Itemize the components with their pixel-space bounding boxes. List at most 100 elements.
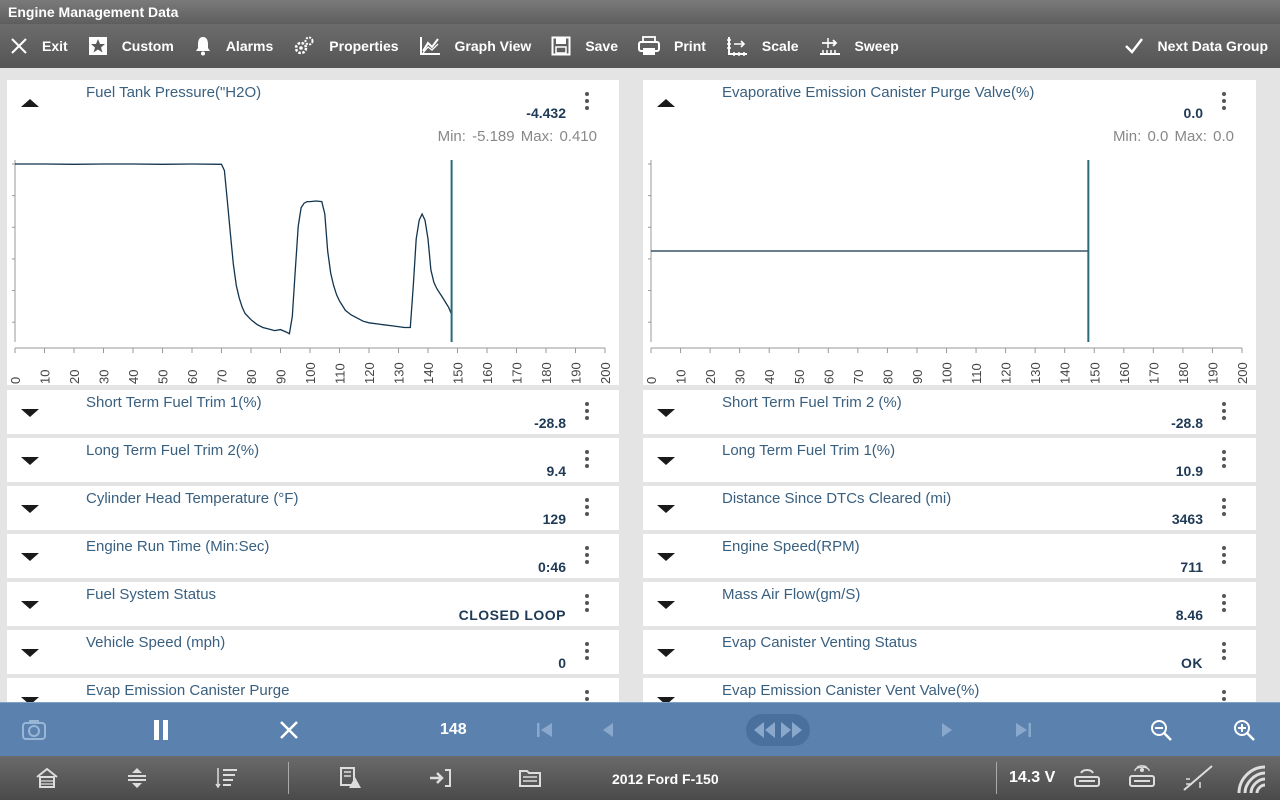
step-forward-button[interactable] xyxy=(936,718,958,742)
pid-row[interactable]: Distance Since DTCs Cleared (mi) 3463 xyxy=(643,486,1256,530)
pid-row[interactable]: Long Term Fuel Trim 1(%) 10.9 xyxy=(643,438,1256,482)
pid-row[interactable]: Evap Emission Canister Purge xyxy=(7,678,619,702)
alarms-button[interactable]: Alarms xyxy=(184,24,283,68)
more-options-icon[interactable] xyxy=(585,594,589,615)
more-options-icon[interactable] xyxy=(585,498,589,519)
save-button[interactable]: Save xyxy=(541,24,628,68)
expand-arrow-icon[interactable] xyxy=(657,697,675,702)
more-options-icon[interactable] xyxy=(585,546,589,567)
pid-row[interactable]: Vehicle Speed (mph) 0 xyxy=(7,630,619,674)
skip-to-end-button[interactable] xyxy=(1011,718,1035,742)
window-title: Engine Management Data xyxy=(0,0,1280,24)
wireless-device-icon[interactable] xyxy=(1127,764,1157,790)
sweep-button[interactable]: Sweep xyxy=(809,24,909,68)
pid-row[interactable]: Evap Canister Venting Status OK xyxy=(643,630,1256,674)
expand-arrow-icon[interactable] xyxy=(657,505,675,513)
expand-arrow-icon[interactable] xyxy=(657,601,675,609)
skip-end-icon xyxy=(1016,723,1031,737)
graph-panel-purge-valve[interactable]: Evaporative Emission Canister Purge Valv… xyxy=(643,80,1256,385)
more-options-icon[interactable] xyxy=(585,690,589,702)
more-options-icon[interactable] xyxy=(1222,498,1226,519)
folder-icon xyxy=(519,770,541,787)
x-tick-label: 200 xyxy=(1235,362,1250,384)
expand-arrow-icon[interactable] xyxy=(21,457,39,465)
graph-panel-fuel-tank-pressure[interactable]: Fuel Tank Pressure("H2O) -4.432 Min: -5.… xyxy=(7,80,619,385)
home-button[interactable] xyxy=(34,766,60,790)
more-options-icon[interactable] xyxy=(1222,450,1226,471)
expand-arrow-icon[interactable] xyxy=(21,553,39,561)
expand-arrow-icon[interactable] xyxy=(21,649,39,657)
folder-button[interactable] xyxy=(517,766,543,790)
pid-name: Evap Emission Canister Purge xyxy=(86,682,290,699)
clear-button[interactable] xyxy=(276,717,302,743)
vci-connection-icon[interactable] xyxy=(1072,766,1102,790)
more-options-icon[interactable] xyxy=(1222,690,1226,702)
pid-row[interactable]: Evap Emission Canister Vent Valve(%) xyxy=(643,678,1256,702)
camera-icon[interactable] xyxy=(20,717,48,743)
divider xyxy=(996,762,997,794)
list-icon xyxy=(215,768,237,789)
pid-row[interactable]: Engine Speed(RPM) 711 xyxy=(643,534,1256,578)
status-bar: 2012 Ford F-150 14.3 V xyxy=(0,756,1280,800)
more-options-icon[interactable] xyxy=(585,92,589,113)
pid-row[interactable]: Mass Air Flow(gm/S) 8.46 xyxy=(643,582,1256,626)
x-tick-label: 170 xyxy=(1146,362,1161,384)
more-options-icon[interactable] xyxy=(585,642,589,663)
pause-icon xyxy=(154,720,168,740)
zoom-in-icon xyxy=(1234,720,1255,741)
expand-arrow-icon[interactable] xyxy=(21,697,39,702)
expand-arrow-icon[interactable] xyxy=(21,601,39,609)
report-button[interactable] xyxy=(337,766,363,790)
wifi-signal-icon[interactable] xyxy=(1234,762,1274,796)
scale-button[interactable]: Scale xyxy=(716,24,809,68)
pid-row[interactable]: Long Term Fuel Trim 2(%) 9.4 xyxy=(7,438,619,482)
vehicle-label: 2012 Ford F-150 xyxy=(612,771,719,787)
pid-value: 0 xyxy=(558,655,566,671)
more-options-icon[interactable] xyxy=(1222,642,1226,663)
more-options-icon[interactable] xyxy=(585,402,589,423)
step-back-button[interactable] xyxy=(597,718,619,742)
transfer-button[interactable] xyxy=(427,766,453,790)
pid-name: Long Term Fuel Trim 2(%) xyxy=(86,442,260,459)
collapse-arrow-icon[interactable] xyxy=(657,99,675,107)
next-data-group-button[interactable]: Next Data Group xyxy=(1114,24,1280,68)
more-options-icon[interactable] xyxy=(1222,402,1226,423)
custom-button[interactable]: Custom xyxy=(78,24,184,68)
save-label: Save xyxy=(585,38,619,54)
pid-value: -28.8 xyxy=(1171,415,1203,431)
pid-row[interactable]: Engine Run Time (Min:Sec) 0:46 xyxy=(7,534,619,578)
skip-to-start-button[interactable] xyxy=(533,718,557,742)
expand-arrow-icon[interactable] xyxy=(657,649,675,657)
print-button[interactable]: Print xyxy=(628,24,716,68)
expand-arrow-icon[interactable] xyxy=(21,505,39,513)
exit-button[interactable]: Exit xyxy=(0,24,78,68)
properties-button[interactable]: Properties xyxy=(283,24,408,68)
pid-row[interactable]: Short Term Fuel Trim 1(%) -28.8 xyxy=(7,390,619,434)
sort-list-button[interactable] xyxy=(214,766,240,790)
expand-rows-button[interactable] xyxy=(124,766,150,790)
import-arrow-icon xyxy=(430,769,451,787)
expand-arrow-icon[interactable] xyxy=(657,553,675,561)
purge-valve-chart: 0 10 20 30 40 50 60 70 80 90 100 110 120 130 140 150 160… xyxy=(644,160,1250,384)
collapse-arrow-icon[interactable] xyxy=(21,99,39,107)
more-options-icon[interactable] xyxy=(1222,546,1226,567)
x-tick-label: 150 xyxy=(1087,362,1102,384)
tools-icon[interactable] xyxy=(1181,764,1215,792)
expand-arrow-icon[interactable] xyxy=(21,409,39,417)
pid-row[interactable]: Cylinder Head Temperature (°F) 129 xyxy=(7,486,619,530)
pause-button[interactable] xyxy=(148,717,174,743)
more-options-icon[interactable] xyxy=(1222,92,1226,113)
pid-row[interactable]: Short Term Fuel Trim 2 (%) -28.8 xyxy=(643,390,1256,434)
expand-arrow-icon[interactable] xyxy=(657,457,675,465)
pid-name: Engine Run Time (Min:Sec) xyxy=(86,538,270,555)
more-options-icon[interactable] xyxy=(585,450,589,471)
data-list[interactable]: Fuel Tank Pressure("H2O) -4.432 Min: -5.… xyxy=(0,68,1280,702)
x-tick-label: 100 xyxy=(940,362,955,384)
more-options-icon[interactable] xyxy=(1222,594,1226,615)
pid-row[interactable]: Fuel System Status CLOSED LOOP xyxy=(7,582,619,626)
zoom-out-button[interactable] xyxy=(1148,717,1174,743)
expand-arrow-icon[interactable] xyxy=(657,409,675,417)
zoom-in-button[interactable] xyxy=(1231,717,1257,743)
fast-scroll-button[interactable] xyxy=(746,714,810,746)
graph-view-button[interactable]: Graph View xyxy=(409,24,542,68)
